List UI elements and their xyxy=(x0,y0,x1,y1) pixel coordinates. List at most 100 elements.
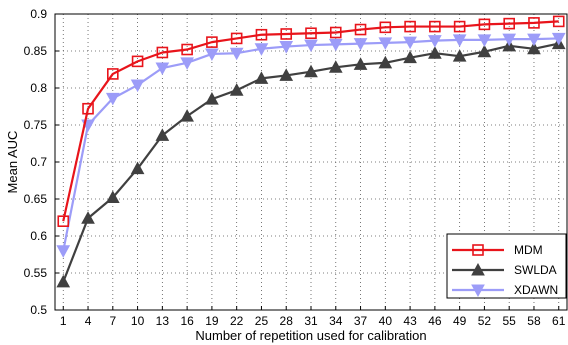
legend: MDM SWLDA XDAWN xyxy=(446,233,567,299)
series-swlda xyxy=(56,36,566,288)
xdawn-point xyxy=(155,62,170,76)
legend-swatch-marker xyxy=(471,284,485,298)
y-tick-label: 0.65 xyxy=(24,192,48,206)
series-mdm xyxy=(57,15,565,227)
y-axis-label: Mean AUC xyxy=(5,131,20,194)
series-xdawn xyxy=(56,32,566,258)
swlda-point xyxy=(279,68,294,81)
mdm-point xyxy=(255,28,268,41)
xdawn-point xyxy=(180,57,194,70)
x-tick-label: 22 xyxy=(230,314,244,328)
xdawn-point xyxy=(279,41,294,54)
xdawn-point xyxy=(527,33,541,47)
y-tick-label: 0.6 xyxy=(30,229,47,243)
mdm-point xyxy=(280,28,293,40)
y-tick-label: 0.75 xyxy=(24,118,48,132)
swlda-point xyxy=(452,49,467,62)
swlda-point xyxy=(81,211,95,224)
xdawn-point xyxy=(378,37,393,50)
mdm-point xyxy=(206,36,218,48)
swlda-point xyxy=(378,55,393,69)
x-tick-label: 52 xyxy=(478,314,492,328)
x-tick-label: 55 xyxy=(503,314,517,328)
swlda-point xyxy=(155,128,170,141)
legend-label: XDAWN xyxy=(514,283,558,297)
mdm-point xyxy=(404,20,416,33)
x-tick-label: 28 xyxy=(280,314,294,328)
y-tick-label: 0.7 xyxy=(30,155,47,169)
x-tick-label: 1 xyxy=(60,314,67,328)
mdm-point xyxy=(552,15,565,28)
xdawn-point xyxy=(105,92,120,106)
mdm-point xyxy=(131,55,144,68)
xdawn-point xyxy=(56,245,71,258)
x-tick-label: 4 xyxy=(85,314,92,328)
xdawn-point xyxy=(130,79,145,93)
swlda-point xyxy=(403,50,417,64)
x-tick-label: 46 xyxy=(428,314,442,328)
xdawn-point xyxy=(452,34,467,47)
x-tick-label: 37 xyxy=(354,314,368,328)
mdm-point xyxy=(379,21,392,34)
x-tick-label: 49 xyxy=(453,314,467,328)
x-tick-label: 43 xyxy=(403,314,417,328)
mdm-point xyxy=(453,20,466,33)
x-tick-label: 31 xyxy=(304,314,318,328)
mdm-point xyxy=(181,43,193,56)
mdm-point xyxy=(329,26,342,39)
legend-box xyxy=(446,233,567,299)
xdawn-point xyxy=(477,34,492,47)
swlda-point xyxy=(56,274,71,288)
mdm-point xyxy=(503,17,515,30)
x-tick-label: 58 xyxy=(527,314,541,328)
mdm-point xyxy=(230,32,243,45)
swlda-point xyxy=(180,109,194,122)
swlda-point xyxy=(205,92,219,105)
mdm-point xyxy=(57,215,70,227)
xdawn-point xyxy=(328,38,343,52)
xdawn-point xyxy=(304,39,318,53)
x-tick-label: 19 xyxy=(205,314,219,328)
xdawn-point xyxy=(403,36,417,50)
mdm-point xyxy=(478,18,491,31)
swlda-point xyxy=(477,44,492,58)
xdawn-point xyxy=(229,47,244,61)
xdawn-point xyxy=(205,48,219,62)
xdawn-point xyxy=(254,43,269,56)
mdm-point xyxy=(82,102,94,115)
y-tick-label: 0.85 xyxy=(24,44,48,58)
legend-item-swlda: SWLDA xyxy=(452,262,557,277)
legend-item-mdm: MDM xyxy=(452,243,543,257)
x-tick-label: 16 xyxy=(180,314,194,328)
mdm-point xyxy=(528,17,540,29)
swlda-point xyxy=(353,57,368,70)
x-tick-label: 40 xyxy=(379,314,393,328)
x-tick-label: 10 xyxy=(131,314,145,328)
swlda-point xyxy=(130,161,145,175)
swlda-point xyxy=(428,46,442,59)
legend-swatch-marker xyxy=(472,244,484,256)
x-tick-label: 7 xyxy=(109,314,116,328)
y-tick-label: 0.8 xyxy=(30,81,47,95)
mdm-line xyxy=(62,20,559,222)
mdm-point xyxy=(156,46,169,59)
xdawn-point xyxy=(502,33,517,47)
mdm-point xyxy=(354,23,367,36)
x-axis-label: Number of repetition used for calibratio… xyxy=(195,328,426,343)
x-tick-label: 25 xyxy=(255,314,269,328)
y-tick-label: 0.55 xyxy=(24,266,48,280)
swlda-point xyxy=(229,83,244,96)
xdawn-point xyxy=(551,32,566,46)
swlda-point xyxy=(105,190,120,204)
legend-item-xdawn: XDAWN xyxy=(452,283,558,298)
swlda-point xyxy=(527,41,541,55)
axis-ticks: 1 4 7 10 13 16 19 22 25 28 31 34 37 40 43 46 49 52 55 58 61 0… xyxy=(24,7,566,328)
swlda-point xyxy=(328,60,343,73)
mdm-point xyxy=(305,27,317,40)
x-tick-label: 13 xyxy=(156,314,170,328)
xdawn-point xyxy=(353,38,368,51)
mdm-point xyxy=(429,20,441,33)
series-lines xyxy=(56,15,566,288)
swlda-point xyxy=(254,71,269,84)
